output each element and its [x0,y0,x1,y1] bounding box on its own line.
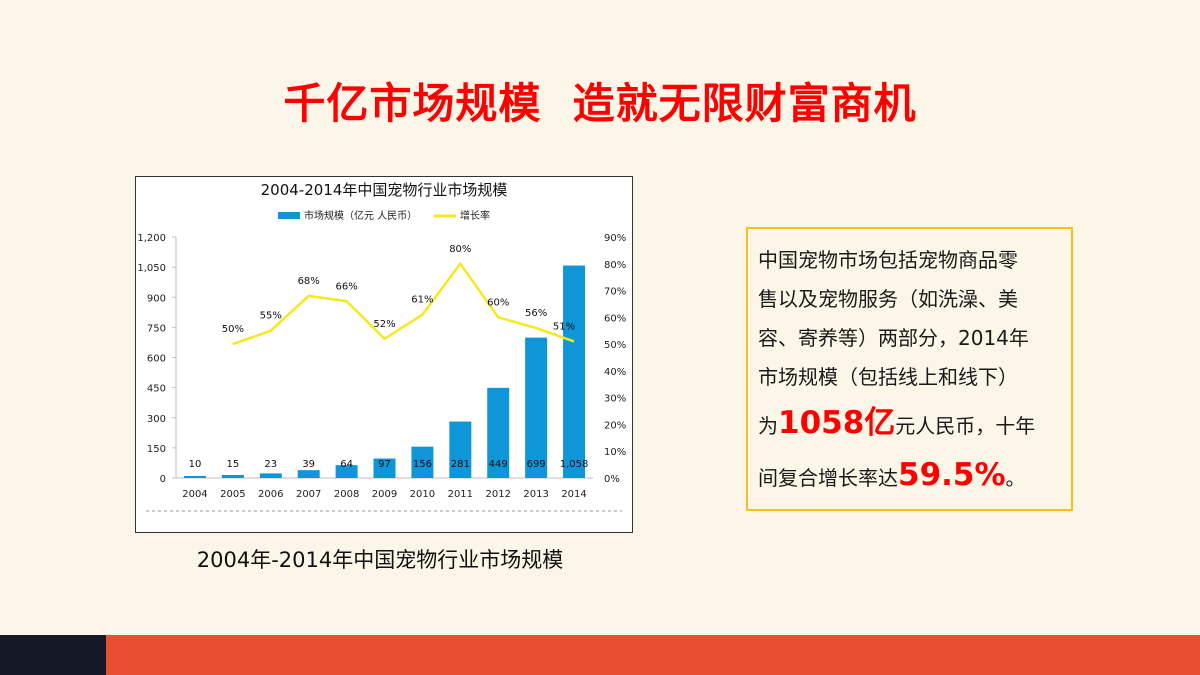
info-line-5: 为1058亿元人民币，十年 [758,397,1063,449]
info-line-3: 容、寄养等）两部分，2014年 [758,326,1029,350]
info-line-2: 售以及宠物服务（如洗澡、美 [758,287,1018,311]
y2-tick-label: 30% [604,394,626,405]
info-box: 中国宠物市场包括宠物商品零 售以及宠物服务（如洗澡、美 容、寄养等）两部分，20… [746,227,1073,511]
info-line-1: 中国宠物市场包括宠物商品零 [758,248,1018,272]
bar [449,421,472,478]
cagr-highlight: 59.5% [898,457,1006,493]
info-line-6-prefix: 间复合增长率达 [758,466,898,490]
y-tick-label: 900 [147,293,166,304]
y-tick-label: 0 [160,474,166,485]
y-tick-label: 300 [147,414,166,425]
x-tick-label: 2013 [523,489,548,500]
bar [525,337,548,478]
bar-value-label: 15 [226,459,239,470]
chart-axes: 0 150 300 450 600 750 900 1,050 1,200 0% 10% 20% 30%… [137,233,626,500]
y2-tick-label: 40% [604,367,626,378]
x-tick-label: 2005 [220,489,245,500]
legend-label-line: 增长率 [460,209,490,222]
bar [487,387,510,478]
bar [411,446,434,478]
footer-bar-dark [0,635,106,675]
y-tick-label: 1,050 [137,263,166,274]
legend-swatch-bar [278,212,300,219]
y-tick-label: 750 [147,323,166,334]
growth-value-label: 51% [553,321,575,332]
y2-tick-label: 10% [604,447,626,458]
bar [183,475,206,478]
chart-panel: 2004-2014年中国宠物行业市场规模 市场规模（亿元 人民币） 增长率 0 1… [135,176,633,533]
x-tick-label: 2008 [334,489,359,500]
growth-value-label: 80% [449,244,471,255]
y2-tick-label: 80% [604,260,626,271]
x-tick-label: 2007 [296,489,321,500]
growth-value-label: 68% [298,276,320,287]
market-size-highlight: 1058亿 [778,405,896,441]
y-tick-label: 150 [147,444,166,455]
growth-value-label: 52% [373,319,395,330]
y2-tick-label: 90% [604,233,626,244]
bar-value-label: 10 [189,459,202,470]
x-tick-label: 2004 [182,489,207,500]
bar-value-label: 39 [302,459,315,470]
x-tick-label: 2011 [448,489,473,500]
growth-value-label: 50% [222,324,244,335]
bar-value-label: 699 [527,459,546,470]
bar-value-label: 449 [489,459,508,470]
y2-tick-label: 50% [604,340,626,351]
y2-tick-label: 20% [604,420,626,431]
growth-value-label: 60% [487,297,509,308]
bar [335,465,358,478]
info-line-6-suffix: 。 [1005,466,1026,490]
x-tick-label: 2010 [410,489,435,500]
bar-line-chart: 2004-2014年中国宠物行业市场规模 市场规模（亿元 人民币） 增长率 0 1… [137,181,626,512]
bar-value-label: 23 [264,459,277,470]
legend-label-bar: 市场规模（亿元 人民币） [304,209,417,222]
bar [373,458,396,478]
bar-value-label: 156 [413,459,432,470]
x-tick-label: 2006 [258,489,283,500]
y-tick-label: 600 [147,354,166,365]
x-tick-label: 2012 [486,489,511,500]
chart-bars: 10 15 23 39 64 97 156 281 449 699 1,058 [183,265,589,478]
y-tick-label: 1,200 [137,233,166,244]
chart-caption: 2004年-2014年中国宠物行业市场规模 [196,548,564,572]
x-tick-label: 2014 [561,489,586,500]
y2-tick-label: 0% [604,474,620,485]
chart-legend: 市场规模（亿元 人民币） 增长率 [278,209,490,222]
chart-title: 2004-2014年中国宠物行业市场规模 [261,181,508,199]
info-line-5-suffix: 元人民币，十年 [895,414,1036,438]
growth-line [232,262,575,346]
x-tick-label: 2009 [372,489,397,500]
info-line-5-prefix: 为 [758,414,778,438]
bar-value-label: 1,058 [560,459,589,470]
bar [259,473,282,478]
y2-tick-label: 60% [604,313,626,324]
y2-tick-label: 70% [604,287,626,298]
bar [563,265,586,478]
bar [221,474,244,478]
info-line-4: 市场规模（包括线上和线下） [758,365,1018,389]
info-line-6: 间复合增长率达59.5%。 [758,449,1063,501]
growth-value-label: 55% [260,311,282,322]
growth-value-label: 66% [335,281,357,292]
y-tick-label: 450 [147,384,166,395]
bar-value-label: 97 [378,459,391,470]
bar-value-label: 64 [340,459,353,470]
chart-growth-line: 50% 55% 68% 66% 52% 61% 80% 60% 56% 51% [222,244,575,346]
bar [297,470,320,478]
growth-value-label: 61% [411,295,433,306]
footer-bar-orange [106,635,1200,675]
bar-value-label: 281 [451,459,470,470]
slide-title: 千亿市场规模 造就无限财富商机 [283,79,917,128]
growth-value-label: 56% [525,308,547,319]
